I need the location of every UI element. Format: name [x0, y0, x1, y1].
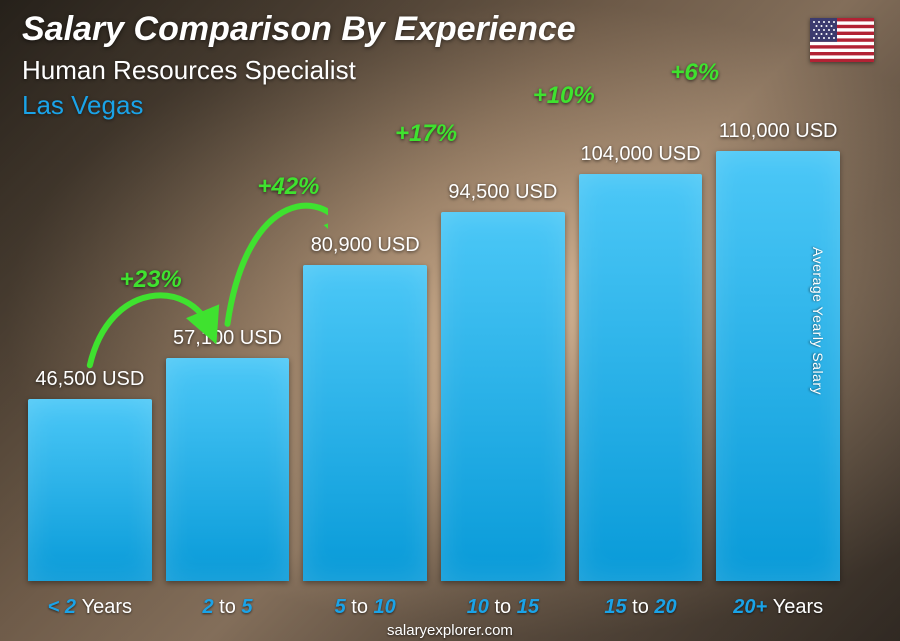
bar-value-label: 46,500 USD: [35, 368, 144, 391]
bar-value-label: 94,500 USD: [448, 181, 557, 204]
x-axis: < 2 Years 2 to 5 5 to 10 10 to 15 15 to 20 20…: [28, 596, 840, 619]
chart-stage: Salary Comparison By Experience Human Re…: [0, 0, 900, 641]
x-label: 5 to 10: [303, 596, 427, 619]
bar-4: 104,000 USD: [579, 143, 703, 581]
bar-rect: [303, 265, 427, 581]
bar-rect: [579, 174, 703, 581]
bar-value-label: 57,100 USD: [173, 327, 282, 350]
bar-0: 46,500 USD: [28, 368, 152, 581]
x-label: 15 to 20: [579, 596, 703, 619]
x-label: 20+ Years: [716, 596, 840, 619]
bar-rect: [441, 212, 565, 581]
bars-container: 46,500 USD 57,100 USD 80,900 USD 94,500 USD…: [28, 111, 840, 581]
bar-1: 57,100 USD: [166, 327, 290, 581]
x-label: 10 to 15: [441, 596, 565, 619]
bar-value-label: 110,000 USD: [719, 120, 838, 143]
x-label: 2 to 5: [166, 596, 290, 619]
chart-area: 46,500 USD 57,100 USD 80,900 USD 94,500 USD…: [0, 0, 900, 641]
growth-arc-label: +10%: [533, 82, 595, 110]
bar-value-label: 80,900 USD: [311, 234, 420, 257]
bar-3: 94,500 USD: [441, 181, 565, 581]
x-label: < 2 Years: [28, 596, 152, 619]
growth-arc-label: +6%: [670, 59, 719, 87]
bar-rect: [28, 399, 152, 581]
footer-attribution: salaryexplorer.com: [0, 622, 900, 639]
bar-value-label: 104,000 USD: [580, 143, 700, 166]
bar-rect: [166, 358, 290, 581]
y-axis-label: Average Yearly Salary: [810, 247, 826, 395]
bar-2: 80,900 USD: [303, 234, 427, 581]
